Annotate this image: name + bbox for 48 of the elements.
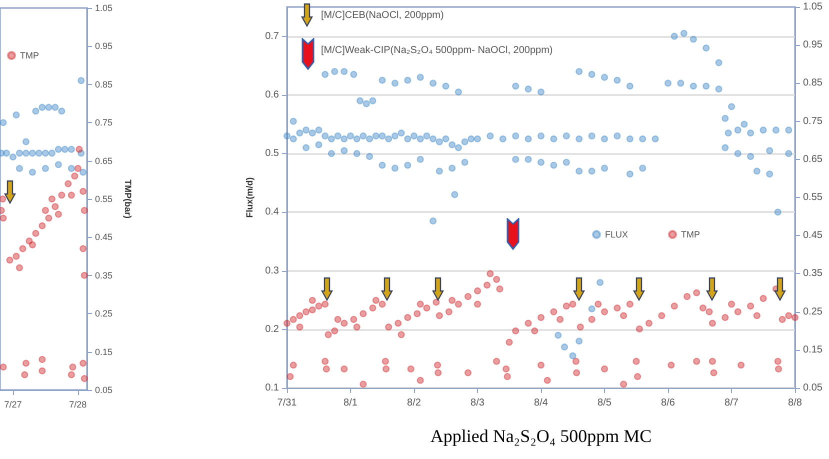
y2-tick-label: 0.05 bbox=[95, 385, 113, 395]
y2-tick-label: 1.05 bbox=[95, 3, 113, 13]
y2-tick-label: 0.55 bbox=[803, 192, 823, 203]
legend-label: TMP bbox=[681, 230, 700, 240]
x-tick-label: 8/8 bbox=[788, 398, 802, 408]
y2-tick-label: 0.85 bbox=[95, 79, 113, 90]
y-tick-label: 0.6 bbox=[265, 89, 280, 100]
y2-tick-label: 0.15 bbox=[803, 344, 823, 356]
y2-tick-label: 0.25 bbox=[95, 308, 113, 319]
y2-tick-label: 0.75 bbox=[95, 118, 113, 128]
y-tick-label: 0.7 bbox=[265, 30, 280, 42]
y2-axis-title: TMP(bar) bbox=[122, 180, 133, 218]
y2-tick-label: 0.95 bbox=[803, 40, 823, 51]
y-tick-label: 0.3 bbox=[265, 265, 280, 276]
x-tick-label: 8/3 bbox=[470, 398, 485, 408]
x-tick-label: 7/28 bbox=[69, 400, 87, 410]
legend-label: TMP bbox=[20, 50, 39, 60]
y2-tick-label: 0.05 bbox=[803, 382, 823, 394]
y2-tick-label: 0.65 bbox=[95, 156, 113, 166]
y-axis-title: Flux(m/d) bbox=[244, 177, 255, 218]
annotation: [M/C]CEB(NaOCl, 200ppm) bbox=[321, 10, 444, 21]
y-tick-label: 0.1 bbox=[265, 382, 280, 394]
x-tick-label: 8/5 bbox=[598, 398, 612, 408]
legend-label: FLUX bbox=[605, 230, 628, 240]
x-tick-label: 8/6 bbox=[661, 398, 676, 408]
y2-tick-label: 0.75 bbox=[803, 116, 823, 127]
x-tick-label: 8/1 bbox=[344, 398, 358, 408]
y2-tick-label: 0.55 bbox=[95, 194, 113, 204]
y2-tick-label: 0.25 bbox=[803, 306, 823, 318]
y-tick-label: 0.2 bbox=[265, 324, 280, 335]
y2-tick-label: 0.45 bbox=[803, 230, 823, 242]
x-tick-label: 7/31 bbox=[277, 398, 298, 408]
y-tick-label: 0.4 bbox=[265, 206, 280, 218]
y2-tick-label: 0.85 bbox=[803, 78, 823, 89]
y2-tick-label: 0.65 bbox=[803, 154, 823, 165]
y-tick-label: 0.5 bbox=[265, 148, 280, 160]
y2-tick-label: 0.95 bbox=[95, 41, 113, 52]
y2-tick-label: 0.15 bbox=[95, 346, 113, 357]
y2-tick-label: 0.35 bbox=[95, 270, 113, 280]
y2-tick-label: 0.45 bbox=[95, 232, 113, 242]
x-tick-label: 8/4 bbox=[534, 398, 548, 408]
text: Applied Na₂S₂O₄ 500ppm MC bbox=[429, 426, 653, 447]
y2-tick-label: 1.05 bbox=[803, 2, 823, 12]
y2-tick-label: 0.35 bbox=[803, 268, 823, 280]
x-tick-label: 8/7 bbox=[724, 398, 739, 408]
annotation: [M/C]Weak-CIP(Na₂S₂O₄ 500ppm- NaOCl, 200ppm) bbox=[321, 45, 553, 56]
x-tick-label: 7/27 bbox=[4, 400, 22, 410]
x-tick-label: 8/2 bbox=[407, 398, 422, 408]
